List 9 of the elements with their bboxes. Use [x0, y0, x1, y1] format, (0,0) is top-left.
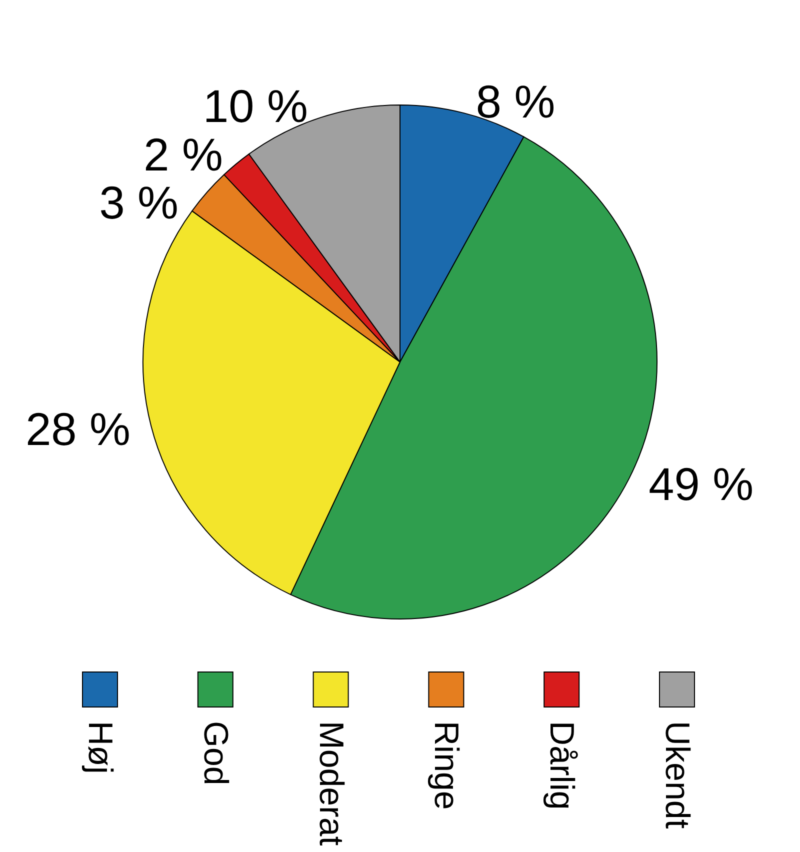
legend-label: Moderat — [312, 721, 350, 846]
data-label: 28 % — [26, 402, 130, 455]
legend-label: Dårlig — [542, 721, 581, 810]
legend-label: God — [196, 721, 234, 786]
data-label: 49 % — [648, 458, 754, 510]
data-label: 8 % — [476, 75, 556, 128]
legend-label: Høj — [81, 721, 119, 774]
legend-label: Ukendt — [658, 721, 696, 830]
legend-label: Ringe — [427, 721, 466, 810]
